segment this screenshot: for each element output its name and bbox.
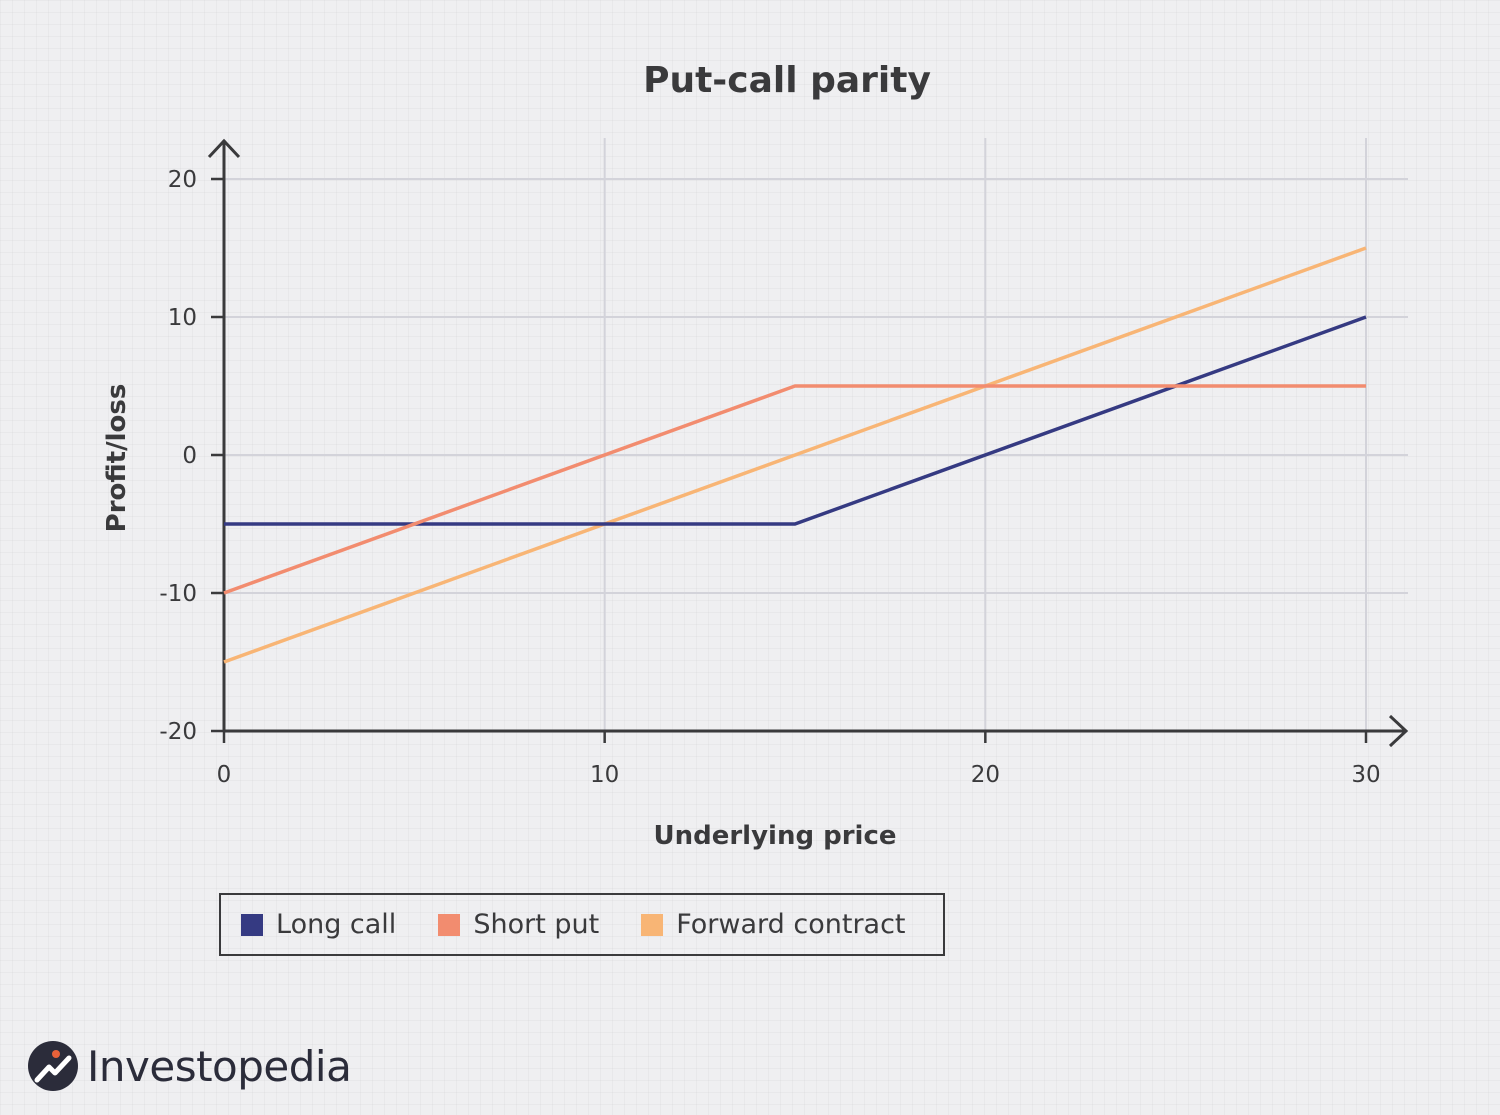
y-axis-arrow (207, 138, 241, 159)
legend-label-forward-contract: Forward contract (676, 909, 906, 940)
legend-item-long-call: Long call (241, 909, 396, 940)
x-tick-label: 30 (1351, 762, 1380, 788)
y-tick-label: 10 (168, 305, 197, 331)
series-line-long-call (224, 315, 1367, 526)
investopedia-logo: Investopedia (27, 1040, 352, 1092)
y-tick-label: -10 (159, 581, 197, 607)
chart: Put-call parity 0 10 20 30 20 10 0 -10 -20 Under… (102, 60, 1409, 851)
investopedia-logo-icon (28, 1041, 78, 1091)
legend-item-forward-contract: Forward contract (641, 909, 906, 940)
legend-item-short-put: Short put (438, 909, 599, 940)
ticks: 0 10 20 30 20 10 0 -10 -20 (159, 167, 1380, 788)
x-axis-label: Underlying price (653, 821, 896, 851)
legend-label-long-call: Long call (276, 909, 397, 940)
y-tick-label: 20 (168, 167, 197, 193)
legend: Long call Short put Forward contract (219, 893, 945, 956)
x-axis-arrow (1388, 714, 1409, 748)
x-tick-label: 0 (217, 762, 232, 788)
brand-name: Investopedia (87, 1041, 352, 1091)
legend-label-short-put: Short put (473, 909, 600, 940)
series (223, 246, 1367, 664)
x-tick-label: 10 (590, 762, 619, 788)
chart-title: Put-call parity (643, 60, 931, 101)
y-axis-label: Profit/loss (102, 384, 132, 533)
legend-swatch-long-call (241, 913, 263, 936)
legend-swatch-forward-contract (641, 913, 664, 936)
series-line-short-put (223, 384, 1366, 595)
series-line-forward-contract (223, 246, 1367, 664)
y-tick-label: 0 (182, 443, 197, 469)
axes (207, 138, 1409, 748)
x-tick-label: 20 (971, 762, 1000, 788)
grid (224, 138, 1408, 731)
y-tick-label: -20 (159, 719, 197, 745)
legend-swatch-short-put (438, 913, 461, 936)
